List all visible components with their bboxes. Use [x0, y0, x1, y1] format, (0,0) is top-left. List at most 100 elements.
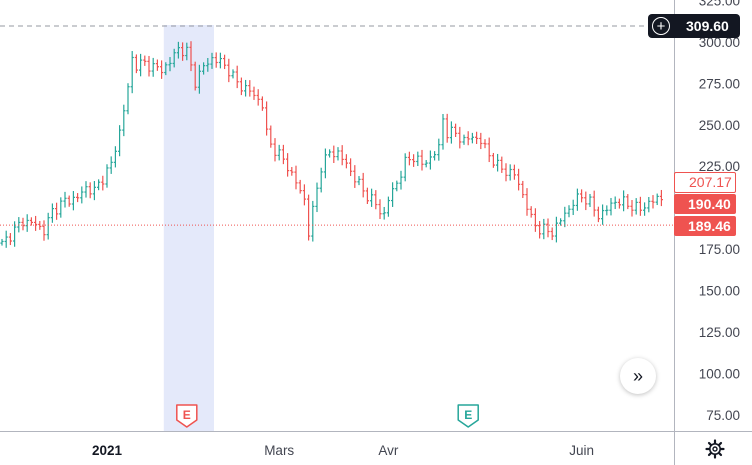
ohlc-bar — [382, 206, 386, 220]
price-tag-190: 190.40 — [674, 194, 736, 214]
ohlc-bar — [533, 208, 537, 232]
ohlc-bar — [151, 57, 155, 77]
ohlc-bar — [399, 170, 403, 190]
ohlc-bar — [265, 101, 269, 136]
ohlc-bar — [609, 197, 613, 216]
ohlc-bar — [559, 218, 563, 226]
ohlc-bar — [256, 89, 260, 106]
ohlc-bar — [147, 55, 151, 77]
gear-icon — [705, 439, 725, 459]
settings-button[interactable] — [703, 437, 727, 461]
price-tag-high[interactable]: + 309.60 — [648, 14, 740, 38]
price-tick-label: 225.00 — [699, 159, 740, 174]
ohlc-bar — [134, 54, 138, 74]
ohlc-bar — [67, 195, 71, 207]
time-tick-label: Juin — [569, 443, 594, 458]
ohlc-bar — [391, 182, 395, 207]
ohlc-bar — [126, 83, 130, 115]
ohlc-bar — [155, 59, 159, 71]
ohlc-bar — [21, 217, 25, 231]
ohlc-bar — [328, 149, 332, 158]
ohlc-bar — [605, 205, 609, 216]
ohlc-bar — [479, 132, 483, 150]
ohlc-bar — [659, 189, 663, 207]
ohlc-bar — [42, 220, 46, 241]
ohlc-bar — [46, 212, 50, 240]
chevron-double-right-icon: » — [632, 365, 643, 386]
price-tick-label: 100.00 — [699, 366, 740, 381]
ohlc-bar — [281, 144, 285, 165]
price-tag-189: 189.46 — [674, 216, 736, 236]
ohlc-bar — [143, 55, 147, 66]
ohlc-bar — [454, 123, 458, 138]
ohlc-bar — [449, 121, 453, 144]
ohlc-bar — [563, 206, 567, 228]
ohlc-bar — [8, 233, 12, 246]
ohlc-bar — [601, 204, 605, 225]
ohlc-bar — [92, 181, 96, 201]
ohlc-bar — [638, 196, 642, 216]
plus-circle-icon[interactable]: + — [652, 17, 670, 35]
ohlc-bar — [277, 144, 281, 161]
ohlc-bar — [185, 42, 189, 61]
ohlc-bar — [617, 198, 621, 209]
ohlc-bar — [332, 145, 336, 164]
ohlc-bar — [239, 77, 243, 96]
ohlc-bar — [512, 164, 516, 180]
ohlc-bar — [496, 153, 500, 172]
price-tick-label: 275.00 — [699, 76, 740, 91]
time-tick-label: Mars — [264, 443, 294, 458]
ohlc-bar — [466, 131, 470, 146]
ohlc-bar — [139, 53, 143, 77]
ohlc-bar — [412, 154, 416, 167]
ohlc-bar — [344, 154, 348, 169]
ohlc-bar — [160, 60, 164, 79]
ohlc-bar — [365, 187, 369, 204]
ohlc-bar — [584, 191, 588, 211]
ohlc-bar — [164, 62, 168, 76]
ohlc-bar — [567, 205, 571, 218]
price-tag-high-value: 309.60 — [686, 18, 729, 34]
ohlc-bar — [13, 221, 17, 247]
price-tick-label: 325.00 — [699, 0, 740, 8]
price-tick-label: 150.00 — [699, 284, 740, 299]
earnings-marker[interactable]: E — [176, 404, 198, 428]
ohlc-bar — [286, 153, 290, 177]
ohlc-bar — [59, 197, 63, 218]
ohlc-bar — [101, 175, 105, 191]
ohlc-bar — [416, 151, 420, 167]
ohlc-bar — [235, 65, 239, 89]
ohlc-bar — [546, 218, 550, 238]
ohlc-bar — [113, 146, 117, 168]
ohlc-bar — [273, 138, 277, 162]
ohlc-bar — [483, 139, 487, 149]
price-tag-207: 207.17 — [674, 172, 736, 193]
ohlc-bar — [634, 198, 638, 215]
ohlc-bar — [244, 79, 248, 97]
ohlc-bar — [407, 151, 411, 166]
ohlc-bar — [580, 189, 584, 203]
ohlc-bar — [55, 202, 59, 220]
ohlc-bar — [441, 113, 445, 150]
ohlc-bar — [500, 156, 504, 173]
time-tick-label: 2021 — [92, 443, 123, 458]
ohlc-bar — [655, 193, 659, 206]
ohlc-bar — [428, 150, 432, 170]
ohlc-bar — [252, 86, 256, 100]
ohlc-bar — [193, 61, 197, 91]
ohlc-bar — [227, 58, 231, 83]
ohlc-bar — [613, 196, 617, 210]
ohlc-bar — [319, 167, 323, 193]
ohlc-bar — [176, 41, 180, 59]
earnings-marker-label: E — [464, 408, 472, 422]
ohlc-bar — [361, 172, 365, 198]
ohlc-bar — [0, 238, 4, 246]
scroll-to-realtime-button[interactable]: » — [620, 358, 656, 394]
earnings-marker[interactable]: E — [457, 404, 479, 428]
price-tick-label: 75.00 — [706, 408, 740, 423]
ohlc-bars — [0, 41, 663, 248]
ohlc-bar — [323, 148, 327, 179]
ohlc-bar — [571, 199, 575, 216]
ohlc-bar — [458, 126, 462, 149]
